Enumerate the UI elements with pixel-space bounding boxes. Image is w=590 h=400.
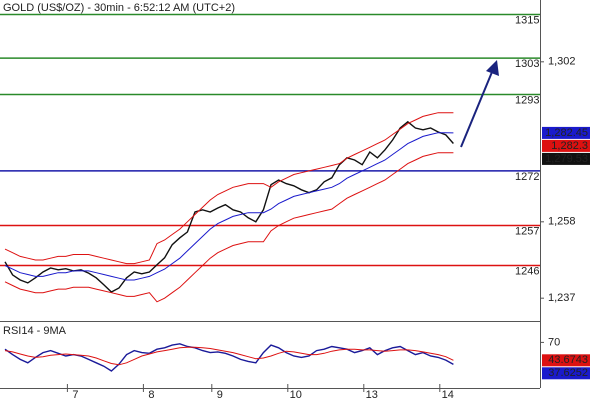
chart-title: GOLD (US$/OZ) - 30min - 6:52:12 AM (UTC+…	[3, 2, 235, 14]
series-line	[4, 120, 454, 293]
arrow-shaft	[460, 71, 493, 148]
value-box-label: 43.6743	[548, 354, 588, 366]
value-box	[542, 367, 590, 380]
level-label: 1315	[515, 14, 539, 26]
x-tick-label: 13	[366, 389, 378, 400]
level-label: 1272	[515, 171, 539, 183]
x-tick-label: 14	[442, 389, 454, 400]
y-tick-label: 70	[548, 336, 560, 348]
x-tick-label: 9	[217, 389, 223, 400]
value-box-label: 37.6252	[548, 367, 588, 379]
series-line	[4, 152, 454, 303]
value-box	[542, 139, 590, 152]
x-tick-label: 10	[290, 389, 302, 400]
x-tick-label: 7	[72, 389, 78, 400]
y-tick-label: 1,302	[548, 56, 576, 68]
y-tick-label: 1,237	[548, 292, 576, 304]
value-box	[542, 152, 590, 165]
series-line	[4, 132, 454, 281]
x-tick-label: 8	[148, 389, 154, 400]
value-box	[542, 354, 590, 367]
level-label: 1303	[515, 58, 539, 70]
value-box-label: 1,279.53	[545, 153, 588, 165]
level-label: 1257	[515, 225, 539, 237]
series-line	[4, 346, 454, 366]
level-label: 1246	[515, 265, 539, 277]
rsi-title: RSI14 - 9MA	[3, 325, 67, 337]
y-tick-label: 1,258	[548, 216, 576, 228]
value-box	[542, 126, 590, 139]
value-box-label: 1,282.45	[545, 127, 588, 139]
level-label: 1293	[515, 94, 539, 106]
series-line	[4, 112, 454, 265]
series-line	[4, 343, 454, 372]
value-box-label: 1,282.3	[551, 140, 588, 152]
forecast-arrow	[460, 60, 499, 148]
arrow-head	[486, 60, 499, 76]
